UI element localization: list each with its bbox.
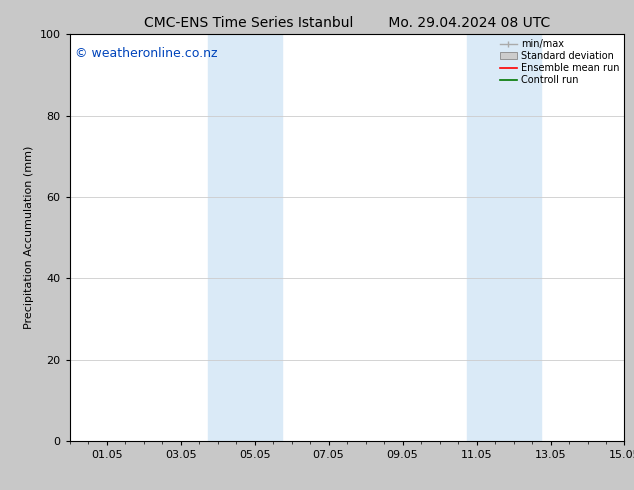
Y-axis label: Precipitation Accumulation (mm): Precipitation Accumulation (mm) bbox=[24, 146, 34, 329]
Bar bbox=[209, 34, 282, 441]
Text: © weatheronline.co.nz: © weatheronline.co.nz bbox=[75, 47, 218, 59]
Bar bbox=[467, 34, 541, 441]
Title: CMC-ENS Time Series Istanbul        Mo. 29.04.2024 08 UTC: CMC-ENS Time Series Istanbul Mo. 29.04.2… bbox=[144, 16, 550, 30]
Legend: min/max, Standard deviation, Ensemble mean run, Controll run: min/max, Standard deviation, Ensemble me… bbox=[500, 39, 619, 85]
